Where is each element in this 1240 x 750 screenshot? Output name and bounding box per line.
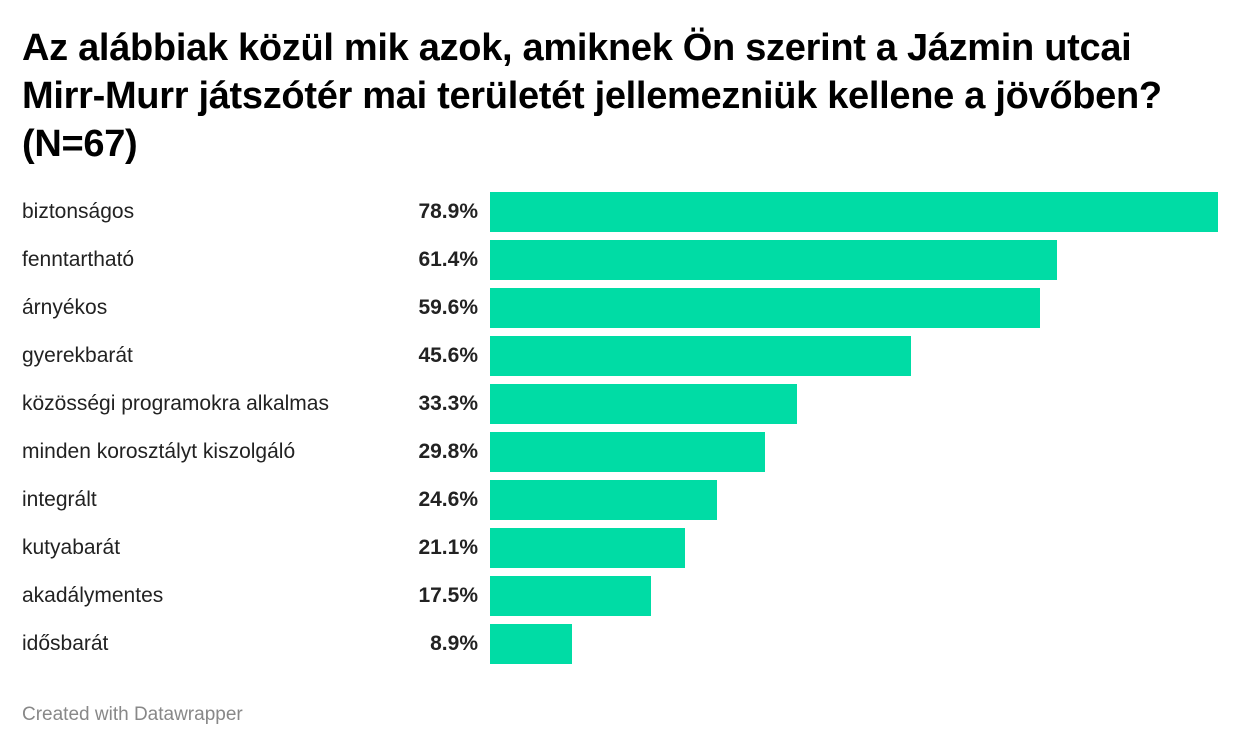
bar-category-label: árnyékos — [22, 296, 108, 319]
bar-category-label: fenntartható — [22, 248, 135, 271]
bar-value-label: 17.5% — [418, 584, 478, 607]
bar-value-label: 21.1% — [418, 536, 478, 559]
bar-row: gyerekbarát 45.6% — [0, 336, 1240, 376]
bar[interactable] — [490, 480, 717, 520]
bar-row: idősbarát 8.9% — [0, 624, 1240, 664]
bar-value-label: 78.9% — [418, 200, 478, 223]
bar-value-label: 8.9% — [430, 632, 478, 655]
bar-category-label: akadálymentes — [22, 584, 164, 607]
bar-row: integrált 24.6% — [0, 480, 1240, 520]
bar[interactable] — [490, 288, 1040, 328]
bar-category-label: minden korosztályt kiszolgáló — [22, 440, 296, 463]
bar[interactable] — [490, 336, 911, 376]
footer-credit[interactable]: Created with Datawrapper — [22, 704, 243, 725]
bar-row: árnyékos 59.6% — [0, 288, 1240, 328]
bar-category-label: biztonságos — [22, 200, 135, 223]
bar-category-label: idősbarát — [22, 632, 109, 655]
bar-value-label: 45.6% — [418, 344, 478, 367]
chart-title: Az alábbiak közül mik azok, amiknek Ön s… — [22, 27, 1162, 165]
bar-value-label: 24.6% — [418, 488, 478, 511]
bar-value-label: 59.6% — [418, 296, 478, 319]
bar[interactable] — [490, 576, 651, 616]
bar-value-label: 33.3% — [418, 392, 478, 415]
bar-category-label: gyerekbarát — [22, 344, 133, 367]
bar-row: kutyabarát 21.1% — [0, 528, 1240, 568]
bar-row: minden korosztályt kiszolgáló 29.8% — [0, 432, 1240, 472]
bar-value-label: 61.4% — [418, 248, 478, 271]
bar-row: közösségi programokra alkalmas 33.3% — [0, 384, 1240, 424]
bar[interactable] — [490, 528, 685, 568]
bar-category-label: közösségi programokra alkalmas — [22, 392, 329, 415]
bar[interactable] — [490, 432, 765, 472]
bar[interactable] — [490, 624, 572, 664]
bar[interactable] — [490, 384, 797, 424]
bar-row: akadálymentes 17.5% — [0, 576, 1240, 616]
bar-row: biztonságos 78.9% — [0, 192, 1240, 232]
bar-category-label: integrált — [22, 488, 97, 511]
bar-value-label: 29.8% — [418, 440, 478, 463]
bar[interactable] — [490, 192, 1218, 232]
bar-category-label: kutyabarát — [22, 536, 121, 559]
bar-row: fenntartható 61.4% — [0, 240, 1240, 280]
bar[interactable] — [490, 240, 1057, 280]
